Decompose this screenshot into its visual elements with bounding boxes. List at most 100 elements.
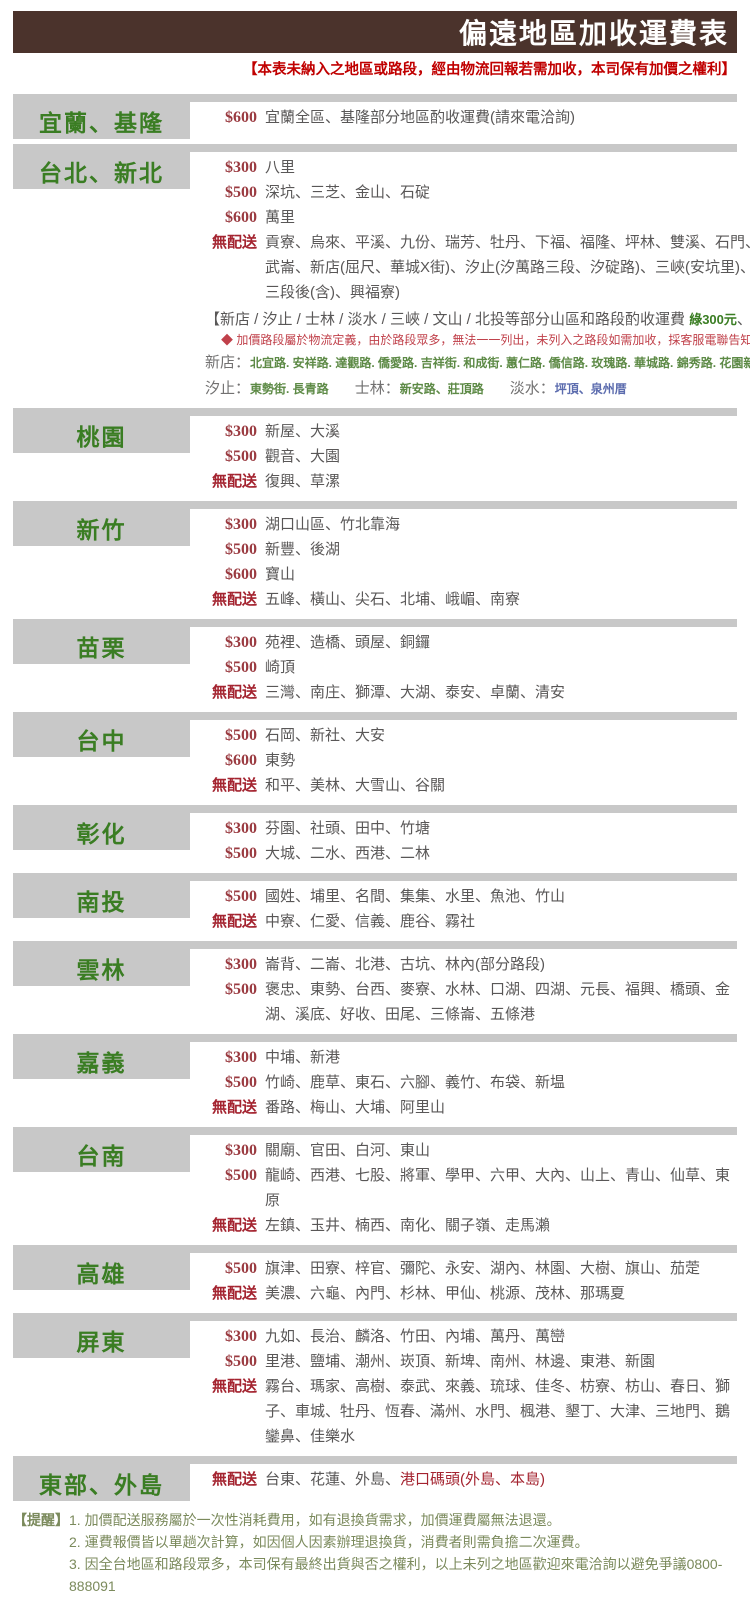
region-label: 宜蘭、基隆 [13,102,190,139]
region-section: 屏東 $300 九如、長治、麟洛、竹田、內埔、萬丹、萬巒 $500 里港、鹽埔、潮州、崁… [13,1313,737,1451]
region-content: 無配送 台東、花蓮、外島、港口碼頭(外島、本島) [190,1464,737,1494]
region-label: 台南 [13,1135,190,1172]
area-list: 中寮、仁愛、信義、鹿谷、霧社 [265,913,476,930]
no-delivery-tag: 無配送 [211,1217,257,1234]
region-label: 彰化 [13,813,190,850]
region-content: $500 石岡、新社、大安 $600 東勢 無配送 和平、美林、大雪山、谷關 [190,720,737,800]
section-divider-bar [13,408,737,416]
fee-row: 無配送 和平、美林、大雪山、谷關 [205,773,737,798]
fee-amount: $500 [225,981,257,998]
no-delivery-tag: 無配送 [211,234,257,251]
area-list: 三灣、南庄、獅潭、大湖、泰安、卓蘭、清安 [265,684,566,701]
fee-row: 無配送貢寮、烏來、平溪、九份、瑞芳、牡丹、下福、福隆、坪林、雙溪、石門、陽明山、… [205,230,750,305]
region-label: 屏東 [13,1321,190,1358]
reminder-footer: 【提醒】 1. 加價配送服務屬於一次性消耗費用，如有退換貨需求，加價運費屬無法退… [13,1509,737,1597]
fee-amount: $600 [225,109,257,126]
fee-amount: $600 [225,209,257,226]
fee-amount: $500 [225,659,257,676]
fee-row: $500 觀音、大園 [205,444,737,469]
area-list: 龍崎、西港、七股、將軍、學甲、六甲、大內、山上、青山、仙草、東原 [265,1167,731,1209]
fee-row: $300 芬園、社頭、田中、竹塘 [205,816,737,841]
fee-amount: $300 [225,423,257,440]
area-list: 東勢 [265,752,296,769]
street-segment: 士林：新安路、莊頂路 [355,380,484,397]
street-names: 新安路、莊頂路 [399,382,484,396]
section-divider-bar [13,1456,737,1464]
fee-row: 無配送 台東、花蓮、外島、港口碼頭(外島、本島) [205,1467,737,1492]
fee-row: $600 萬里 [205,205,750,230]
area-list: 宜蘭全區、基隆部分地區酌收運費(請來電洽詢) [265,109,575,126]
fee-amount: $300 [225,159,257,176]
fee-row: 無配送 中寮、仁愛、信義、鹿谷、霧社 [205,909,737,934]
fee-amount: $500 [225,448,257,465]
region-section: 台南 $300 關廟、官田、白河、東山 $500 龍崎、西港、七股、將軍、學甲、六甲、大… [13,1127,737,1240]
fee-amount: $300 [225,634,257,651]
region-content: $300 中埔、新港 $500 竹崎、鹿草、東石、六腳、義竹、布袋、新塭 無配送 番路、梅… [190,1042,737,1122]
region-section: 宜蘭、基隆 $600 宜蘭全區、基隆部分地區酌收運費(請來電洽詢) [13,94,737,139]
region-content: $300 湖口山區、竹北靠海 $500 新豐、後湖 $600 寶山 無配送 五峰、橫山、尖石、… [190,509,737,614]
fee-row: 無配送 霧台、瑪家、高樹、泰武、來義、琉球、佳冬、枋寮、枋山、春日、獅子、車城、牡… [205,1374,737,1449]
section-divider-bar [13,501,737,509]
reminder-items: 1. 加價配送服務屬於一次性消耗費用，如有退換貨需求，加價運費屬無法退還。 2. … [69,1509,737,1597]
street-segment: 淡水：坪頂、泉州厝 [510,380,627,397]
area-list: 寶山 [265,566,296,583]
area-list: 苑裡、造橋、頭屋、銅鑼 [265,634,431,651]
disclaimer-subtitle: 【本表未納入之地區或路段，經由物流回報若需加收，本司保有加價之權利】 [243,62,736,78]
fee-row: $600 寶山 [205,562,737,587]
surcharge-disclaimer-note: ◆ 加價路段屬於物流定義，由於路段眾多，無法一一列出，未列入之路段如需加收，採客… [221,333,750,347]
fee-row: 無配送 三灣、南庄、獅潭、大湖、泰安、卓蘭、清安 [205,680,737,705]
surcharge-bracket-note: 【新店 / 汐止 / 士林 / 淡水 / 三峽 / 文山 / 北投等部分山區和路… [205,308,750,332]
region-content: $600 宜蘭全區、基隆部分地區酌收運費(請來電洽詢) [190,102,737,132]
fee-amount: $500 [225,888,257,905]
area-list: 左鎮、玉井、楠西、南化、關子嶺、走馬瀨 [265,1217,551,1234]
area-list: 觀音、大園 [265,448,341,465]
region-label: 台北、新北 [13,152,190,189]
no-delivery-tag: 無配送 [211,1285,257,1302]
region-section: 苗栗 $300 苑裡、造橋、頭屋、銅鑼 $500 崎頂 無配送 三灣、南庄、獅潭、大湖、泰安… [13,619,737,707]
fee-row: 無配送 美濃、六龜、內門、杉林、甲仙、桃源、茂林、那瑪夏 [205,1281,737,1306]
no-delivery-tag: 無配送 [211,591,257,608]
reminder-item: 1. 加價配送服務屬於一次性消耗費用，如有退換貨需求，加價運費屬無法退還。 [69,1512,561,1528]
fee-amount: $600 [225,566,257,583]
section-divider-bar [13,144,737,152]
fee-row: $300 八里 [205,155,750,180]
section-divider-bar [13,941,737,949]
region-section: 南投 $500 國姓、埔里、名間、集集、水里、魚池、竹山 無配送 中寮、仁愛、信義、鹿谷… [13,873,737,936]
street-names: 坪頂、泉州厝 [554,382,627,396]
fee-amount: $500 [225,845,257,862]
region-section: 高雄 $500 旗津、田寮、梓官、彌陀、永安、湖內、林園、大樹、旗山、茄萣 無配送 美濃… [13,1245,737,1308]
region-label: 南投 [13,881,190,918]
street-line: 汐止：東勢街. 長青路 士林：新安路、莊頂路 淡水：坪頂、泉州厝 [205,377,750,401]
area-list: 新屋、大溪 [265,423,341,440]
fee-amount: $300 [225,1328,257,1345]
fee-table: 宜蘭、基隆 $600 宜蘭全區、基隆部分地區酌收運費(請來電洽詢) 台北、新北 $300… [13,94,750,1501]
fee-row: 無配送 番路、梅山、大埔、阿里山 [205,1095,737,1120]
street-segment: 汐止：東勢街. 長青路 [205,380,329,397]
fee-row: 無配送 復興、草漯 [205,469,737,494]
area-list: 復興、草漯 [265,473,341,490]
fee-amount: $300 [225,1142,257,1159]
fee-row: $600 東勢 [205,748,737,773]
fee-row: $300 新屋、大溪 [205,419,737,444]
district-label: 士林： [354,380,400,397]
fee-row: $500 褒忠、東勢、台西、麥寮、水林、口湖、四湖、元長、福興、橋頭、金湖、溪底、… [205,977,737,1027]
area-list: 貢寮、烏來、平溪、九份、瑞芳、牡丹、下福、福隆、坪林、雙溪、石門、陽明山、大武崙… [265,234,750,301]
fee-row: $500 深坑、三芝、金山、石碇 [205,180,750,205]
reminder-item: 3. 因全台地區和路段眾多，本司保有最終出貨與否之權利，以上未列之地區歡迎來電洽… [69,1556,723,1594]
area-list: 番路、梅山、大埔、阿里山 [265,1099,446,1116]
section-divider-bar [13,94,737,102]
region-label: 東部、外島 [13,1464,190,1501]
fee-row: $500 崎頂 [205,655,737,680]
fee-amount: $600 [225,752,257,769]
area-list: 台東、花蓮、外島、港口碼頭(外島、本島) [265,1471,546,1488]
region-content: $300 新屋、大溪 $500 觀音、大園無配送 復興、草漯 [190,416,737,496]
region-label: 桃園 [13,416,190,453]
fee-row: 無配送 左鎮、玉井、楠西、南化、關子嶺、走馬瀨 [205,1213,737,1238]
region-section: 台中 $500 石岡、新社、大安 $600 東勢 無配送 和平、美林、大雪山、谷關 [13,712,737,800]
area-list: 新豐、後湖 [265,541,341,558]
region-content: $500 旗津、田寮、梓官、彌陀、永安、湖內、林園、大樹、旗山、茄萣 無配送 美濃、六… [190,1253,737,1308]
region-content: $300 九如、長治、麟洛、竹田、內埔、萬丹、萬巒 $500 里港、鹽埔、潮州、崁頂、… [190,1321,737,1451]
street-names: 北宜路. 安祥路. 達觀路. 僑愛路. 吉祥街. 和成街. 蕙仁路. 僑信路. … [250,356,750,370]
fee-row: $500 大城、二水、西港、二林 [205,841,737,866]
